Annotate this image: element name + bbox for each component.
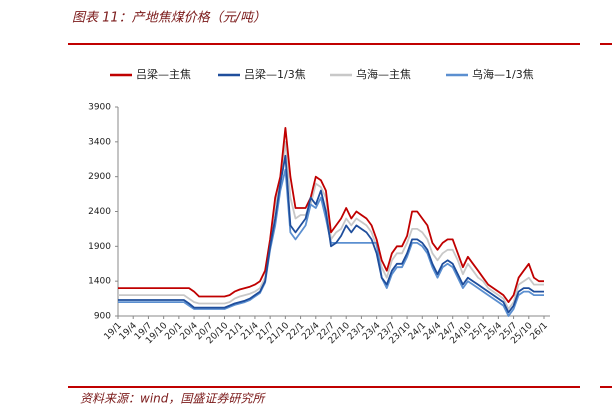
chart-title: 图表 11：产地焦煤价格（元/吨） (72, 10, 266, 26)
series-line (118, 154, 544, 314)
legend-label: 吕梁—1/3焦 (244, 67, 306, 81)
y-tick-label: 1900 (88, 242, 111, 252)
y-tick-label: 1400 (88, 277, 111, 287)
y-tick-label: 3400 (88, 137, 111, 147)
legend-label: 吕梁—主焦 (136, 67, 191, 81)
source-note: 资料来源：wind，国盛证券研究所 (80, 392, 266, 406)
series-line (118, 127, 544, 303)
legend-label: 乌海—1/3焦 (472, 67, 534, 81)
y-tick-label: 2400 (88, 207, 111, 217)
legend-label: 乌海—主焦 (356, 67, 411, 81)
x-tick-label: 26/1 (529, 321, 550, 342)
y-tick-label: 2900 (88, 172, 111, 182)
y-tick-label: 3900 (88, 103, 111, 113)
y-tick-label: 900 (94, 312, 111, 322)
